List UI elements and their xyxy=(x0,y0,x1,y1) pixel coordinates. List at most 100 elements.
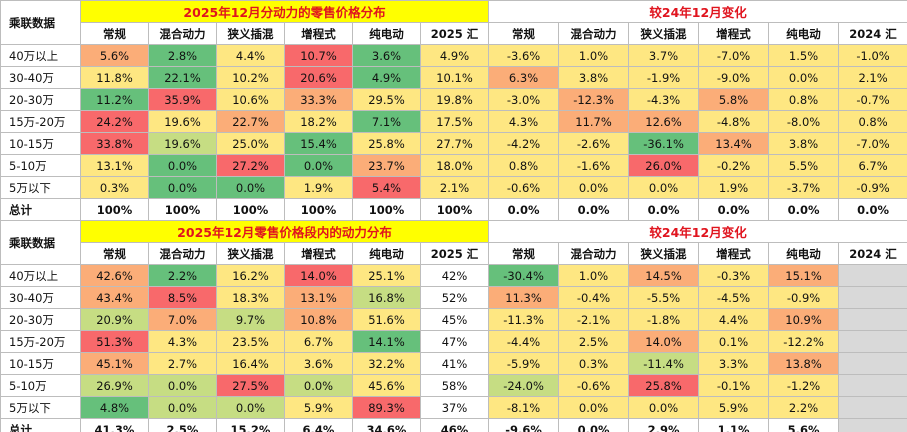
value-cell: 20.9% xyxy=(80,308,149,331)
value-cell: 58% xyxy=(419,374,490,397)
value-cell: 0.0% xyxy=(558,176,630,199)
value-cell: 45% xyxy=(419,308,490,331)
value-cell: 0.0% xyxy=(838,198,907,221)
value-cell: 1.1% xyxy=(698,418,770,432)
column-header: 增程式 xyxy=(284,242,353,265)
value-cell: 19.6% xyxy=(148,132,217,155)
value-cell: -1.6% xyxy=(558,154,630,177)
value-cell: 2.7% xyxy=(148,352,217,375)
value-cell: 6.3% xyxy=(488,66,560,89)
column-header: 纯电动 xyxy=(768,22,840,45)
value-cell: 22.1% xyxy=(148,66,217,89)
value-cell: 42.6% xyxy=(80,264,149,287)
value-cell: 52% xyxy=(419,286,490,309)
data-row: 20-30万 20.9% 7.0% 9.7% 10.8% 51.6% 45% -11.3% -2… xyxy=(0,308,907,331)
value-cell: 100% xyxy=(419,198,490,221)
value-cell: -0.2% xyxy=(698,154,770,177)
data-row: 5-10万 26.9% 0.0% 27.5% 0.0% 45.6% 58% -24.0% -0.… xyxy=(0,374,907,397)
value-cell: 5.9% xyxy=(284,396,353,419)
value-cell: -1.2% xyxy=(768,374,840,397)
value-cell: -24.0% xyxy=(488,374,560,397)
row-label: 30-40万 xyxy=(0,66,81,89)
column-header: 常规 xyxy=(488,22,560,45)
value-cell: 0.8% xyxy=(768,88,840,111)
value-cell: -7.0% xyxy=(838,132,907,155)
value-cell: -30.4% xyxy=(488,264,560,287)
value-cell: 26.0% xyxy=(628,154,700,177)
value-cell: 9.7% xyxy=(216,308,285,331)
row-label: 15万-20万 xyxy=(0,330,81,353)
column-header: 纯电动 xyxy=(352,22,421,45)
row-label: 5-10万 xyxy=(0,154,81,177)
value-cell: 10.6% xyxy=(216,88,285,111)
column-header: 常规 xyxy=(80,242,149,265)
value-cell: 6.7% xyxy=(284,330,353,353)
value-cell: 11.2% xyxy=(80,88,149,111)
value-cell: 18.2% xyxy=(284,110,353,133)
value-cell: -8.0% xyxy=(768,110,840,133)
row-label: 20-30万 xyxy=(0,308,81,331)
value-cell: 34.6% xyxy=(352,418,421,432)
empty-cell xyxy=(838,418,907,432)
value-cell: 5.8% xyxy=(698,88,770,111)
value-cell: 14.1% xyxy=(352,330,421,353)
value-cell: 4.3% xyxy=(488,110,560,133)
value-cell: -4.2% xyxy=(488,132,560,155)
value-cell: 27.7% xyxy=(419,132,490,155)
section-title: 较24年12月变化 xyxy=(488,220,907,243)
value-cell: 33.8% xyxy=(80,132,149,155)
value-cell: 42% xyxy=(419,264,490,287)
section-title: 2025年12月零售价格段内的动力分布 xyxy=(79,220,490,243)
value-cell: 0.8% xyxy=(838,110,907,133)
value-cell: -11.3% xyxy=(488,308,560,331)
value-cell: -0.3% xyxy=(698,264,770,287)
value-cell: 3.6% xyxy=(352,44,421,67)
value-cell: 0.0% xyxy=(768,66,840,89)
value-cell: 17.5% xyxy=(419,110,490,133)
data-row: 30-40万 11.8% 22.1% 10.2% 20.6% 4.9% 10.1% 6.3% 3… xyxy=(0,66,907,89)
value-cell: -12.3% xyxy=(558,88,630,111)
value-cell: 43.4% xyxy=(80,286,149,309)
value-cell: 10.1% xyxy=(419,66,490,89)
value-cell: -9.6% xyxy=(488,418,560,432)
value-cell: -4.3% xyxy=(628,88,700,111)
column-header: 狭义插混 xyxy=(216,242,285,265)
data-row: 20-30万 11.2% 35.9% 10.6% 33.3% 29.5% 19.8% -3.0… xyxy=(0,88,907,111)
value-cell: 26.9% xyxy=(80,374,149,397)
value-cell: 16.4% xyxy=(216,352,285,375)
value-cell: -0.6% xyxy=(488,176,560,199)
value-cell: -3.0% xyxy=(488,88,560,111)
value-cell: 4.8% xyxy=(80,396,149,419)
value-cell: 46% xyxy=(419,418,490,432)
value-cell: -4.8% xyxy=(698,110,770,133)
empty-cell xyxy=(838,286,907,309)
row-label: 40万以上 xyxy=(0,264,81,287)
value-cell: 4.4% xyxy=(216,44,285,67)
value-cell: 33.3% xyxy=(284,88,353,111)
value-cell: 37% xyxy=(419,396,490,419)
row-label: 10-15万 xyxy=(0,352,81,375)
value-cell: 47% xyxy=(419,330,490,353)
data-row: 10-15万 45.1% 2.7% 16.4% 3.6% 32.2% 41% -5.9% 0.3… xyxy=(0,352,907,375)
row-label: 30-40万 xyxy=(0,286,81,309)
value-cell: 7.0% xyxy=(148,308,217,331)
value-cell: -1.8% xyxy=(628,308,700,331)
value-cell: 15.1% xyxy=(768,264,840,287)
value-cell: 29.5% xyxy=(352,88,421,111)
value-cell: 14.0% xyxy=(628,330,700,353)
row-label: 5万以下 xyxy=(0,176,81,199)
empty-cell xyxy=(838,352,907,375)
value-cell: 24.2% xyxy=(80,110,149,133)
value-cell: 35.9% xyxy=(148,88,217,111)
value-cell: 0.0% xyxy=(148,176,217,199)
value-cell: 25.8% xyxy=(352,132,421,155)
value-cell: -7.0% xyxy=(698,44,770,67)
value-cell: -3.7% xyxy=(768,176,840,199)
value-cell: 1.0% xyxy=(558,44,630,67)
header-row: 常规 混合动力 狭义插混 增程式 纯电动 2025 汇常规 混合动力 狭义插混 增程式 纯电动 20… xyxy=(1,22,907,45)
value-cell: 2.5% xyxy=(148,418,217,432)
value-cell: 0.0% xyxy=(216,396,285,419)
value-cell: 100% xyxy=(80,198,149,221)
value-cell: 13.8% xyxy=(768,352,840,375)
